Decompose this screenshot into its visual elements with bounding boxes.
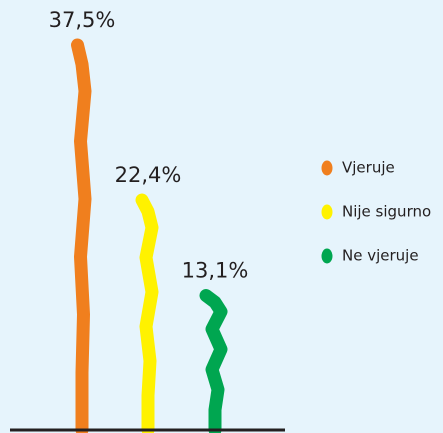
- bar: [135, 193, 159, 433]
- bar: [71, 38, 92, 433]
- value-label: 37,5%: [49, 8, 116, 32]
- legend-marker: [321, 160, 333, 176]
- legend-marker: [321, 248, 333, 264]
- value-label: 22,4%: [115, 163, 182, 187]
- bar: [199, 289, 228, 433]
- legend-label: Vjeruje: [342, 159, 395, 177]
- legend-label: Nije sigurno: [342, 203, 431, 221]
- legend-marker: [321, 204, 333, 220]
- legend-label: Ne vjeruje: [342, 247, 419, 265]
- value-label: 13,1%: [182, 259, 249, 283]
